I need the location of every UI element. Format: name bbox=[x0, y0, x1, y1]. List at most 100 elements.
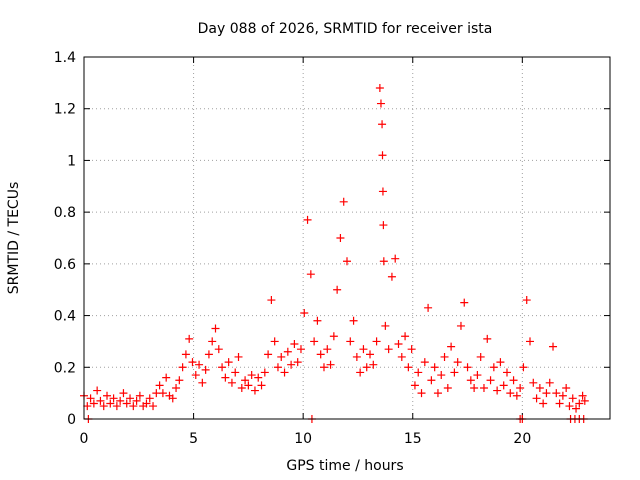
data-point bbox=[499, 381, 508, 390]
data-point bbox=[319, 363, 328, 372]
data-point bbox=[155, 381, 164, 390]
data-point bbox=[509, 376, 518, 385]
data-point bbox=[158, 389, 167, 398]
data-point bbox=[539, 399, 548, 408]
data-point bbox=[379, 257, 388, 266]
data-point bbox=[116, 396, 125, 405]
data-point bbox=[381, 321, 390, 330]
data-point bbox=[273, 363, 282, 372]
chart-title: Day 088 of 2026, SRMTID for receiver ist… bbox=[198, 21, 493, 37]
x-tick-label: 20 bbox=[513, 431, 531, 447]
data-point bbox=[410, 381, 419, 390]
data-point bbox=[214, 345, 223, 354]
data-point bbox=[142, 399, 151, 408]
data-point bbox=[254, 373, 263, 382]
data-point bbox=[535, 383, 544, 392]
data-point bbox=[473, 371, 482, 380]
data-point bbox=[135, 391, 144, 400]
data-point bbox=[195, 360, 204, 369]
data-point bbox=[562, 383, 571, 392]
y-tick-label: 0.2 bbox=[54, 360, 76, 376]
axis-ticks bbox=[83, 56, 610, 420]
data-point bbox=[427, 376, 436, 385]
data-point bbox=[300, 308, 309, 317]
data-point bbox=[542, 389, 551, 398]
data-point bbox=[552, 389, 561, 398]
data-point bbox=[247, 371, 256, 380]
data-point bbox=[175, 376, 184, 385]
y-tick-label: 1.2 bbox=[54, 102, 76, 118]
data-point bbox=[424, 303, 433, 312]
data-point bbox=[378, 120, 387, 129]
data-point bbox=[532, 394, 541, 403]
data-point bbox=[188, 358, 197, 367]
y-tick-label: 0.8 bbox=[54, 205, 76, 221]
data-point bbox=[336, 234, 345, 242]
data-point bbox=[401, 332, 410, 341]
data-point bbox=[430, 363, 439, 372]
data-point bbox=[99, 402, 108, 411]
data-point bbox=[558, 391, 567, 400]
data-point bbox=[526, 337, 535, 346]
data-point bbox=[437, 371, 446, 380]
data-point bbox=[378, 151, 387, 160]
data-point bbox=[460, 298, 469, 307]
data-point bbox=[178, 363, 187, 372]
data-point bbox=[241, 376, 250, 385]
data-point bbox=[391, 254, 400, 263]
x-tick-label: 15 bbox=[404, 431, 422, 447]
data-point bbox=[211, 324, 220, 333]
data-point bbox=[580, 396, 589, 405]
data-point bbox=[280, 368, 289, 377]
data-point bbox=[191, 371, 200, 380]
data-point bbox=[493, 386, 502, 395]
data-point bbox=[83, 402, 92, 411]
data-point bbox=[329, 332, 338, 341]
gridlines bbox=[84, 57, 610, 419]
data-point bbox=[440, 352, 449, 361]
y-tick-labels: 0 0.2 0.4 0.6 0.8 1 1.2 1.4 bbox=[54, 50, 76, 428]
data-point bbox=[145, 394, 154, 403]
data-point bbox=[208, 337, 217, 346]
data-point bbox=[486, 376, 495, 385]
data-point bbox=[316, 350, 325, 359]
data-point bbox=[407, 345, 416, 354]
data-point bbox=[414, 368, 423, 377]
data-point bbox=[296, 345, 305, 354]
x-axis-label: GPS time / hours bbox=[286, 458, 403, 474]
data-point bbox=[366, 350, 375, 359]
data-point bbox=[231, 368, 240, 377]
data-point bbox=[162, 373, 171, 382]
data-point bbox=[122, 399, 131, 408]
data-point bbox=[270, 337, 279, 346]
data-point bbox=[112, 402, 121, 411]
data-point bbox=[447, 342, 456, 351]
data-point bbox=[86, 394, 95, 403]
y-tick-label: 0.6 bbox=[54, 257, 76, 273]
data-point bbox=[362, 363, 371, 372]
data-point bbox=[529, 378, 538, 387]
data-point bbox=[257, 381, 266, 390]
data-point bbox=[168, 394, 177, 403]
data-point bbox=[387, 272, 396, 281]
data-point bbox=[221, 373, 230, 382]
data-point bbox=[132, 396, 141, 405]
data-point bbox=[372, 337, 381, 346]
data-point bbox=[555, 399, 564, 408]
data-point bbox=[277, 352, 286, 361]
data-point bbox=[326, 360, 335, 369]
data-points bbox=[80, 84, 589, 423]
data-point bbox=[375, 84, 384, 93]
data-point bbox=[506, 389, 515, 398]
y-tick-label: 0 bbox=[67, 412, 76, 428]
data-point bbox=[106, 399, 115, 408]
data-point bbox=[476, 352, 485, 361]
data-point bbox=[463, 363, 472, 372]
data-point bbox=[218, 363, 227, 372]
data-point bbox=[568, 394, 577, 403]
data-point bbox=[384, 345, 393, 354]
data-point bbox=[149, 402, 158, 411]
data-point bbox=[572, 404, 581, 413]
data-point bbox=[260, 368, 269, 377]
